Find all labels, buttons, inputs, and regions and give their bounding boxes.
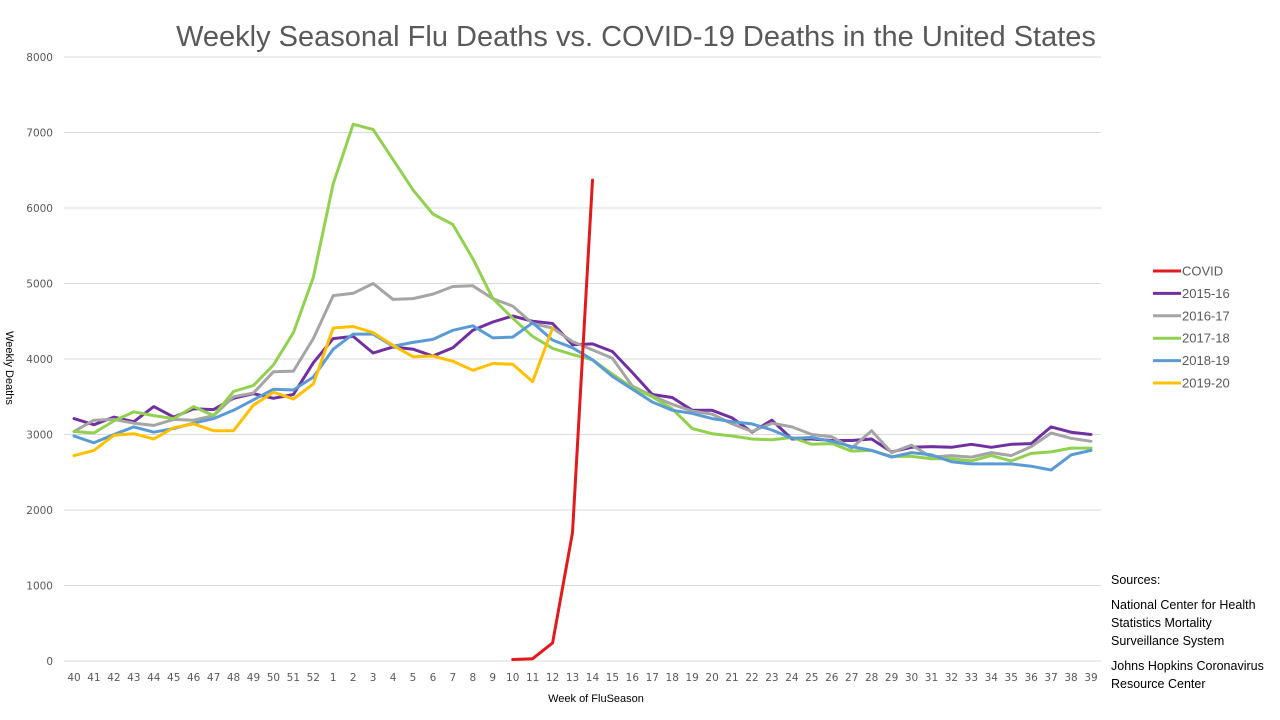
x-axis-label: Week of FluSeason (548, 693, 644, 705)
x-tick-label: 18 (666, 672, 679, 684)
x-tick-label: 22 (745, 672, 758, 684)
x-tick-label: 50 (267, 672, 280, 684)
x-tick-label: 14 (586, 672, 600, 684)
sources-block: Sources: National Center for Health Stat… (1111, 571, 1279, 700)
x-tick-label: 20 (705, 672, 718, 684)
x-tick-label: 36 (1024, 672, 1038, 684)
x-tick-label: 28 (865, 672, 878, 684)
x-tick-label: 49 (247, 672, 260, 684)
x-tick-label: 5 (410, 672, 417, 684)
legend: COVID 2015-16 2016-17 2017-18 2018-19 2019-20 (1153, 264, 1230, 391)
legend-label: 2017-18 (1182, 331, 1230, 346)
x-tick-label: 51 (287, 672, 300, 684)
x-tick-label: 6 (430, 672, 437, 684)
series-line-2017-18 (72, 122, 1093, 463)
x-tick-label: 46 (187, 672, 201, 684)
legend-label: 2019-20 (1182, 376, 1230, 391)
y-tick-label: 8000 (26, 52, 53, 64)
x-tick-label: 26 (825, 672, 839, 684)
x-tick-label: 42 (107, 672, 120, 684)
series-line-COVID (511, 178, 594, 661)
x-tick-label: 1 (330, 672, 337, 684)
x-tick-label: 13 (566, 672, 579, 684)
x-tick-label: 25 (805, 672, 818, 684)
x-tick-label: 8 (469, 672, 476, 684)
x-tick-label: 43 (127, 672, 140, 684)
x-tick-label: 29 (885, 672, 898, 684)
x-tick-label: 48 (227, 672, 240, 684)
x-tick-label: 12 (546, 672, 559, 684)
y-tick-label: 0 (46, 656, 53, 668)
y-tick-label: 6000 (26, 203, 53, 215)
x-tick-label: 17 (646, 672, 659, 684)
x-tick-label: 33 (965, 672, 978, 684)
x-tick-label: 27 (845, 672, 858, 684)
x-tick-label: 40 (67, 672, 80, 684)
x-tick-label: 2 (350, 672, 357, 684)
x-tick-label: 15 (606, 672, 619, 684)
x-tick-label: 38 (1064, 672, 1077, 684)
x-tick-label: 45 (167, 672, 180, 684)
chart-title: Weekly Seasonal Flu Deaths vs. COVID-19 … (176, 21, 1096, 53)
y-tick-label: 1000 (26, 581, 53, 593)
y-tick-label: 7000 (26, 128, 53, 140)
x-tick-label: 41 (87, 672, 100, 684)
y-tick-label: 4000 (26, 354, 53, 366)
x-tick-label: 35 (1005, 672, 1018, 684)
x-tick-label: 4 (390, 672, 397, 684)
series-line-2019-20 (72, 325, 555, 458)
x-tick-label: 39 (1084, 672, 1097, 684)
x-tick-label: 16 (626, 672, 640, 684)
y-axis-label: Weekly Deaths (3, 331, 15, 405)
series-lines (72, 122, 1093, 661)
legend-label: 2016-17 (1182, 308, 1230, 323)
x-tick-label: 24 (785, 672, 799, 684)
x-tick-label: 52 (307, 672, 320, 684)
x-tick-labels: 40 41 42 43 44 45 46 47 48 49 50 51 52 1 2 3 4 5 6 7 8 9 10 11 1… (67, 672, 1097, 684)
x-tick-label: 31 (925, 672, 938, 684)
x-tick-label: 19 (685, 672, 698, 684)
y-tick-label: 3000 (26, 430, 53, 442)
x-tick-label: 3 (370, 672, 377, 684)
source-item: National Center for Health Statistics Mo… (1111, 598, 1256, 648)
x-tick-label: 10 (506, 672, 519, 684)
x-tick-label: 7 (450, 672, 457, 684)
y-tick-label: 5000 (26, 279, 53, 291)
x-tick-label: 34 (985, 672, 999, 684)
source-item: Johns Hopkins Coronavirus Resource Cente… (1111, 659, 1264, 691)
sources-heading: Sources: (1111, 573, 1161, 587)
y-tick-labels: 0 1000 2000 3000 4000 5000 6000 7000 8000 (26, 52, 53, 668)
x-tick-label: 9 (489, 672, 496, 684)
x-tick-label: 21 (725, 672, 738, 684)
y-tick-label: 2000 (26, 505, 53, 517)
x-tick-label: 32 (945, 672, 958, 684)
x-tick-label: 11 (526, 672, 539, 684)
legend-label: 2018-19 (1182, 353, 1230, 368)
x-tick-label: 37 (1044, 672, 1057, 684)
x-tick-label: 30 (905, 672, 918, 684)
legend-label: COVID (1182, 264, 1223, 279)
x-tick-label: 44 (147, 672, 161, 684)
x-tick-label: 47 (207, 672, 220, 684)
legend-label: 2015-16 (1182, 286, 1230, 301)
x-tick-label: 23 (765, 672, 778, 684)
